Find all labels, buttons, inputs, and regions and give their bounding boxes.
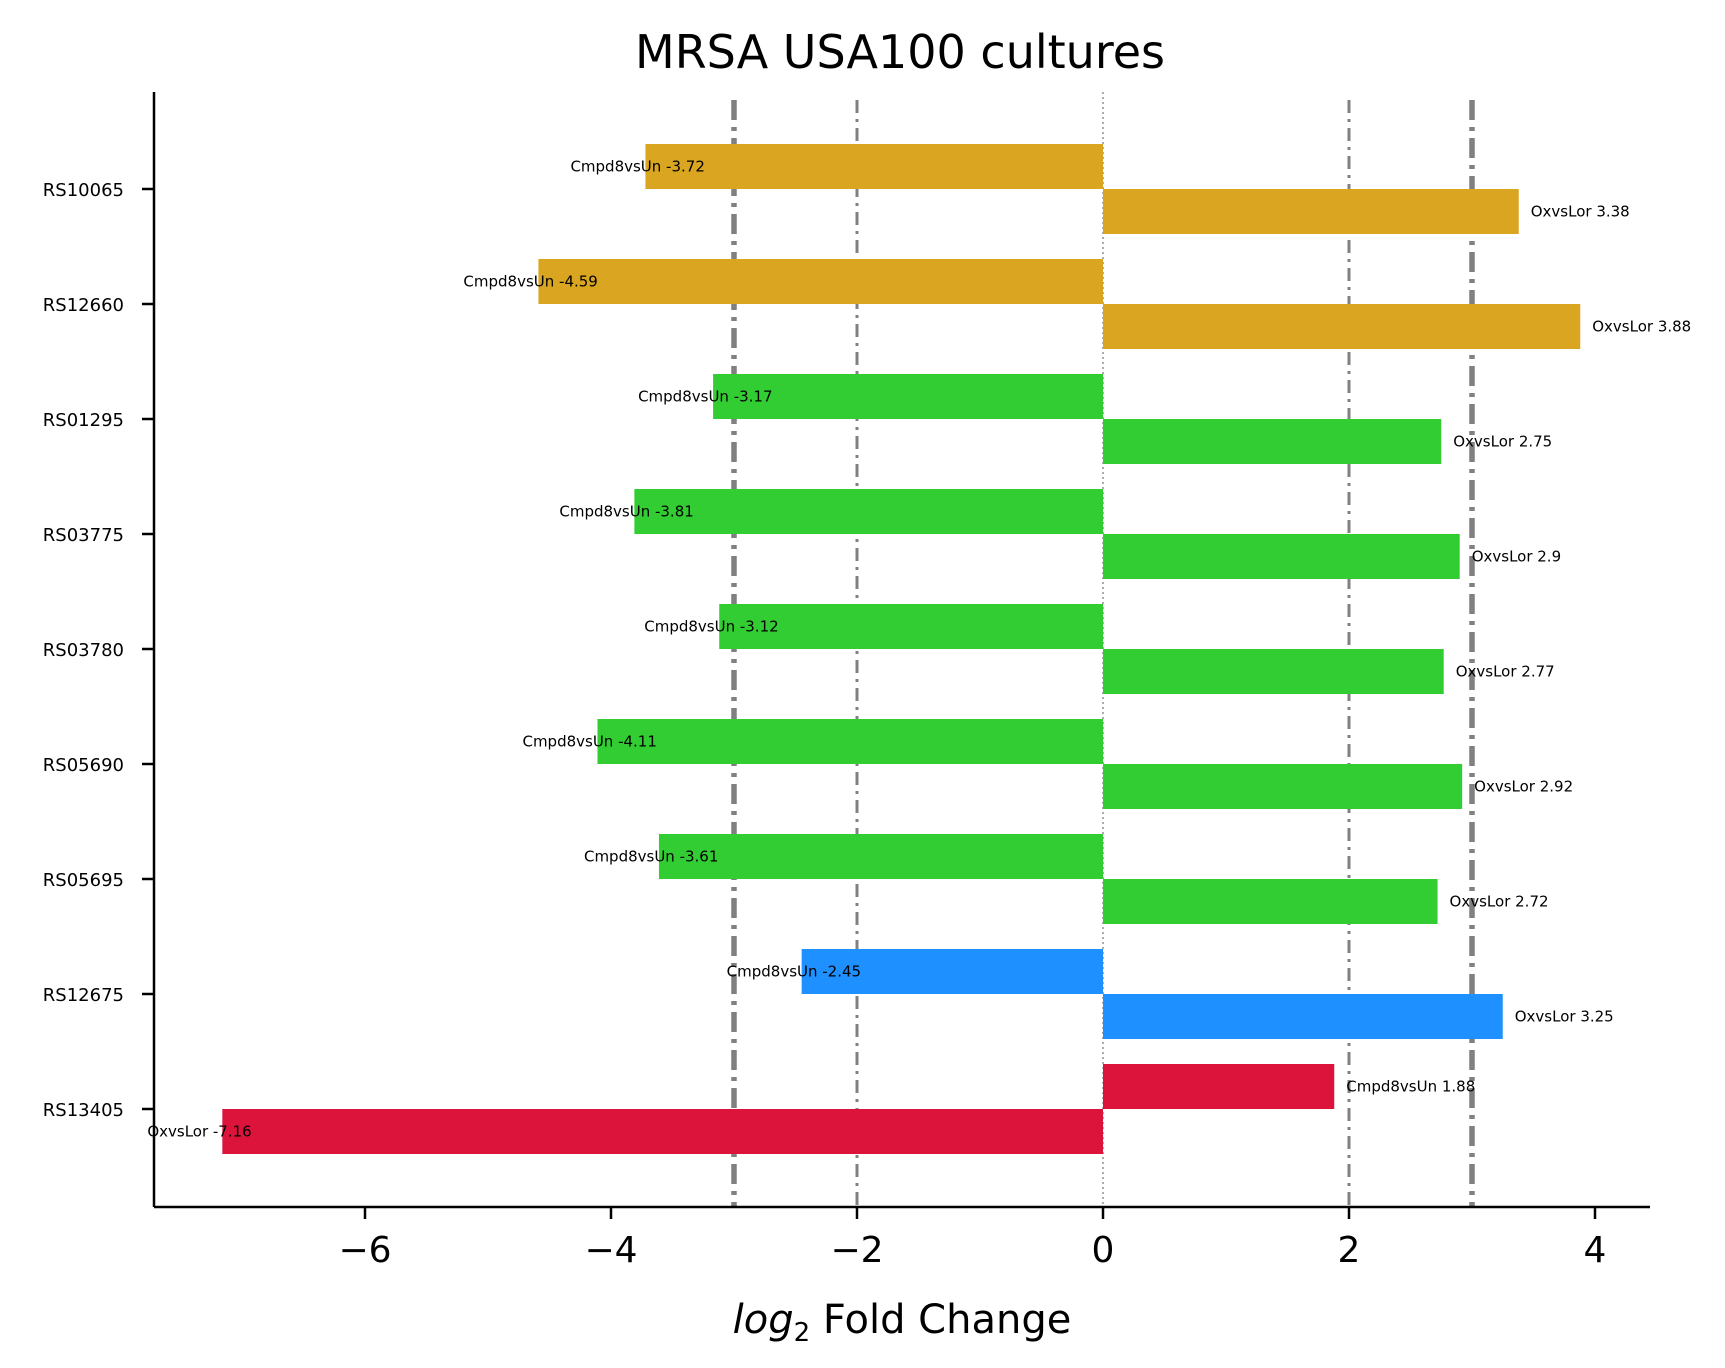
bar-RS03780-0 [719,604,1103,649]
bar-label-RS10065-1: OxvsLor 3.38 [1531,203,1630,221]
bar-label-RS12675-1: OxvsLor 3.25 [1515,1008,1614,1026]
y-tick-label-RS05690: RS05690 [43,755,124,776]
bar-labels: Cmpd8vsUn -3.72 OxvsLor 3.38 Cmpd8vsUn -4.… [147,158,1691,1141]
bars [222,144,1581,1154]
bar-RS12660-0 [538,259,1103,304]
bar-label-RS01295-0: Cmpd8vsUn -3.17 [638,388,772,406]
bar-RS03775-0 [634,489,1103,534]
y-tick-label-RS05695: RS05695 [43,870,124,891]
chart-title: MRSA USA100 cultures [635,25,1165,79]
bar-RS12675-0 [801,949,1103,994]
bar-RS12675-1 [1103,994,1503,1039]
x-tick-label-4: 2 [1338,1230,1361,1271]
bar-label-RS05695-1: OxvsLor 2.72 [1450,893,1549,911]
bar-label-RS05690-0: Cmpd8vsUn -4.11 [522,733,656,751]
bar-label-RS13405-1: OxvsLor -7.16 [147,1123,251,1141]
bar-label-RS03780-1: OxvsLor 2.77 [1456,663,1555,681]
bar-RS10065-1 [1103,189,1519,234]
bar-RS10065-0 [645,144,1103,189]
x-axis-label-rest: Fold Change [810,1297,1071,1343]
x-tick-label-3: 0 [1092,1230,1115,1271]
bar-RS13405-0 [1103,1064,1335,1109]
x-axis-label-subscript: 2 [794,1318,811,1348]
y-ticks: RS10065 RS12660 RS01295 RS03775 RS03780 RS056… [43,180,154,1121]
bar-label-RS03780-0: Cmpd8vsUn -3.12 [644,618,778,636]
bar-label-RS01295-1: OxvsLor 2.75 [1453,433,1552,451]
bar-RS03780-1 [1103,649,1444,694]
bar-label-RS10065-0: Cmpd8vsUn -3.72 [570,158,704,176]
bar-RS03775-1 [1103,534,1460,579]
bar-label-RS03775-0: Cmpd8vsUn -3.81 [559,503,693,521]
bar-RS05695-0 [658,834,1103,879]
x-ticks: −6 −4 −2 0 2 4 [338,1207,1606,1271]
bar-label-RS13405-0: Cmpd8vsUn 1.88 [1346,1078,1475,1096]
bar-label-RS12660-1: OxvsLor 3.88 [1592,318,1691,336]
x-tick-label-1: −4 [584,1230,637,1271]
bar-label-RS12660-0: Cmpd8vsUn -4.59 [463,273,597,291]
x-axis-label: log2 Fold Change [733,1297,1072,1348]
y-tick-label-RS12675: RS12675 [43,985,124,1006]
bar-RS01295-1 [1103,419,1442,464]
x-tick-label-5: 4 [1584,1230,1607,1271]
bar-RS05690-1 [1103,764,1463,809]
x-tick-label-2: −2 [830,1230,883,1271]
x-axis-label-log: log [733,1297,794,1343]
y-tick-label-RS13405: RS13405 [43,1100,124,1121]
bar-RS13405-1 [222,1109,1103,1154]
y-tick-label-RS10065: RS10065 [43,180,124,201]
bar-label-RS05690-1: OxvsLor 2.92 [1474,778,1573,796]
x-tick-label-0: −6 [338,1230,391,1271]
bar-RS12660-1 [1103,304,1581,349]
bar-label-RS12675-0: Cmpd8vsUn -2.45 [727,963,861,981]
bar-RS01295-0 [713,374,1103,419]
bar-label-RS05695-0: Cmpd8vsUn -3.61 [584,848,718,866]
y-tick-label-RS03780: RS03780 [43,640,124,661]
y-tick-label-RS12660: RS12660 [43,295,124,316]
y-tick-label-RS03775: RS03775 [43,525,124,546]
bar-RS05690-0 [597,719,1103,764]
bar-label-RS03775-1: OxvsLor 2.9 [1472,548,1561,566]
bar-RS05695-1 [1103,879,1438,924]
y-tick-label-RS01295: RS01295 [43,410,124,431]
